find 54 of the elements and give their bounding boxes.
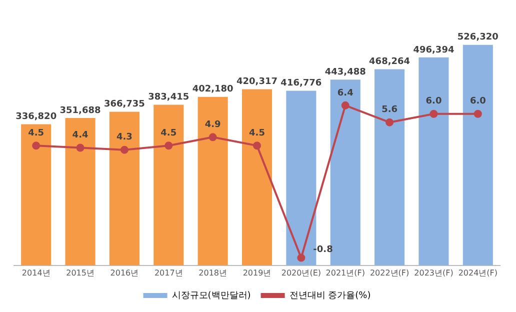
point	[297, 254, 306, 262]
data-label: 496,394	[413, 45, 454, 56]
bar	[21, 124, 52, 266]
x-tick-label: 2023년(F)	[414, 268, 454, 278]
data-label: 4.5	[160, 128, 177, 138]
x-tick-label: 2018년	[198, 268, 227, 278]
data-label: 366,735	[104, 100, 145, 110]
point	[474, 110, 482, 118]
x-tick-label: 2020년(E)	[281, 268, 322, 278]
bar	[374, 69, 405, 266]
x-tick-label: 2014년	[22, 268, 50, 278]
point	[253, 142, 261, 150]
data-label: 526,320	[457, 32, 498, 43]
data-label: 416,776	[280, 78, 322, 89]
data-label: 468,264	[369, 57, 410, 68]
x-tick-label: 2017년	[154, 268, 183, 278]
x-tick-label: 2021년(F)	[326, 268, 365, 278]
data-label: 4.9	[204, 120, 221, 130]
point	[386, 118, 394, 126]
x-tick-label: 2024년(F)	[458, 268, 498, 278]
data-label: 402,180	[192, 84, 234, 95]
bar	[198, 96, 228, 266]
data-label: 420,317	[236, 77, 278, 88]
point	[32, 142, 40, 150]
point	[208, 133, 217, 142]
legend-label: 전년대비 증가율(%)	[289, 290, 371, 301]
x-tick-label: 2022년(F)	[370, 268, 410, 278]
data-label: 6.0	[470, 96, 486, 107]
point	[164, 142, 173, 150]
point	[430, 110, 438, 118]
data-label: 383,415	[148, 92, 190, 103]
point	[341, 101, 350, 110]
data-label: 4.5	[28, 128, 44, 138]
point	[76, 144, 84, 152]
bar	[109, 112, 140, 266]
data-label: 6.4	[337, 88, 354, 98]
data-label: 4.3	[116, 132, 132, 143]
bar	[242, 89, 272, 266]
data-label: 443,488	[324, 67, 366, 78]
bar	[154, 104, 184, 266]
point	[120, 146, 128, 154]
data-label: 6.0	[426, 96, 442, 107]
bar	[65, 118, 96, 266]
bar	[418, 57, 449, 266]
data-label: 4.5	[249, 128, 265, 138]
x-tick-label: 2019년	[242, 268, 272, 278]
data-label: 336,820	[16, 112, 57, 122]
x-tick-label: 2016년	[110, 268, 139, 278]
data-label: 351,688	[60, 106, 101, 116]
x-tick-label: 2015년	[66, 268, 94, 278]
bar	[462, 44, 493, 266]
data-label: 4.4	[72, 130, 88, 141]
data-label: 5.6	[382, 105, 398, 116]
legend-label: 시장규모(백만달러)	[172, 290, 251, 301]
